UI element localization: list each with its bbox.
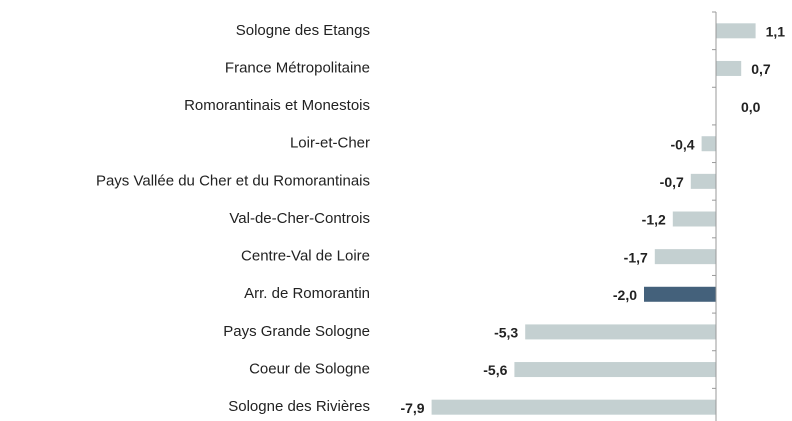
category-label: Sologne des Rivières	[228, 398, 370, 415]
value-label: -1,7	[624, 249, 648, 265]
bar	[654, 249, 716, 265]
category-label: Arr. de Romorantin	[244, 285, 370, 302]
bar	[431, 399, 716, 415]
value-label: 0,0	[741, 99, 761, 115]
value-label: -2,0	[613, 287, 637, 303]
value-label: -0,7	[660, 174, 684, 190]
bar	[514, 362, 716, 378]
bar	[716, 23, 756, 39]
bar	[672, 211, 716, 227]
value-label: -7,9	[400, 400, 424, 416]
category-label: Val-de-Cher-Controis	[229, 210, 370, 227]
category-label: France Métropolitaine	[225, 59, 370, 76]
category-label: Romorantinais et Monestois	[184, 97, 370, 114]
category-label: Loir-et-Cher	[290, 135, 370, 152]
value-label: -0,4	[670, 136, 694, 152]
category-label: Coeur de Sologne	[249, 361, 370, 378]
category-label: Centre-Val de Loire	[241, 248, 370, 265]
value-label: -1,2	[642, 212, 666, 228]
value-label: 0,7	[751, 61, 771, 77]
bar	[716, 60, 742, 76]
value-label: -5,3	[494, 325, 518, 341]
value-label: -5,6	[483, 362, 507, 378]
category-label: Pays Grande Sologne	[223, 323, 370, 340]
category-label: Pays Vallée du Cher et du Romorantinais	[96, 172, 370, 189]
bar	[644, 286, 716, 302]
category-label: Sologne des Etangs	[236, 22, 370, 39]
bar	[525, 324, 716, 340]
bar	[701, 136, 716, 152]
bar	[690, 173, 716, 189]
value-label: 1,1	[766, 24, 786, 40]
